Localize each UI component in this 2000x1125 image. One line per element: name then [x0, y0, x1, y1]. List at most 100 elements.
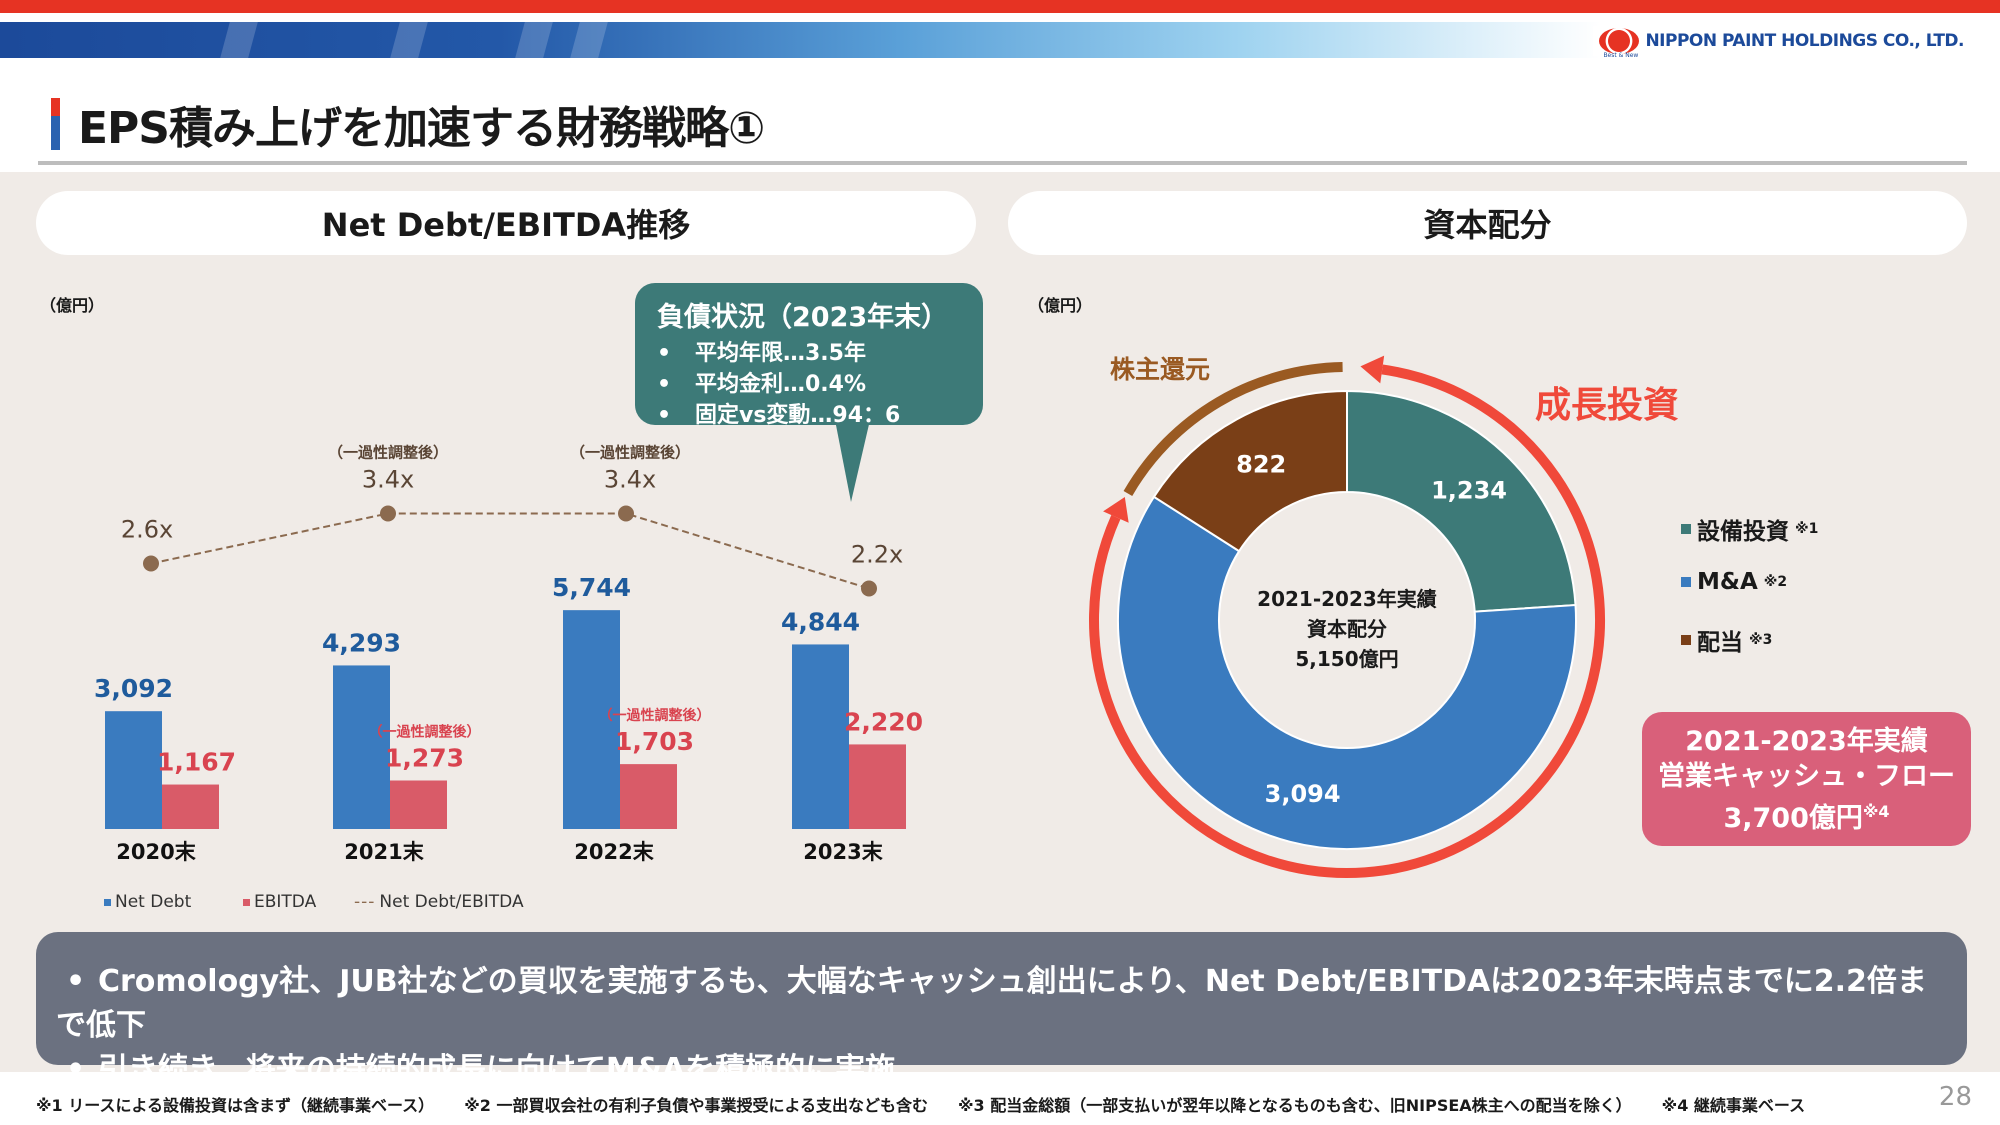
net-debt-value-label: 3,092 — [94, 674, 173, 703]
ebitda-note-label: （一過性調整後） — [369, 723, 481, 740]
footnotes: ※1 リースによる設備投資は含まず（継続事業ベース） ※2 一部買収会社の有利子… — [36, 1092, 1805, 1116]
operating-cashflow-box: 2021-2023年実績 営業キャッシュ・フロー 3,700億円※4 — [1642, 712, 1971, 846]
legend-swatch-icon — [104, 898, 111, 906]
content-area — [0, 172, 2000, 1072]
page-title: EPS積み上げを加速する財務戦略① — [78, 103, 765, 154]
ratio-line — [150, 512, 870, 590]
category-label: 2020末 — [116, 840, 196, 864]
arrowhead-icon — [1103, 496, 1129, 523]
legend-label: Net Debt — [115, 892, 192, 912]
cashflow-amount: 3,700億円 — [1723, 803, 1863, 834]
logo-tagline: Best & New — [1603, 52, 1639, 59]
legend-note: ※3 — [1749, 632, 1773, 648]
ebitda-value-label: 1,167 — [157, 748, 236, 777]
footnote: ※2 一部買収会社の有利子負債や事業授受による支出なども含む — [464, 1096, 928, 1115]
ratio-value-label: 3.4x — [604, 466, 656, 494]
center-line: 5,150億円 — [1295, 647, 1399, 671]
legend-swatch-icon — [1681, 635, 1691, 645]
cashflow-line: 営業キャッシュ・フロー — [1658, 761, 1955, 792]
legend-note: ※2 — [1763, 574, 1788, 590]
ebitda-bar — [162, 784, 219, 829]
logo-mark-icon — [1599, 28, 1640, 54]
cashflow-line: 2021-2023年実績 — [1685, 726, 1928, 757]
net-debt-bar — [563, 610, 620, 829]
legend-label: 配当 — [1697, 630, 1743, 656]
debt-status-callout: 負債状況（2023年末） 平均年限…3.5年 平均金利…0.4% 固定vs変動…… — [635, 283, 983, 428]
left-unit-label: （億円） — [40, 296, 105, 315]
ebitda-bar — [390, 780, 447, 829]
ebitda-value-label: 1,703 — [615, 727, 694, 756]
net-debt-value-label: 5,744 — [552, 573, 631, 602]
donut-center-text: 2021-2023年実績 資本配分 5,150億円 — [1227, 584, 1467, 674]
slice-value-label: 822 — [1236, 450, 1286, 478]
ratio-point — [861, 580, 877, 597]
ratio-point — [618, 505, 634, 522]
ratio-point — [143, 555, 159, 572]
donut-slice — [1117, 495, 1577, 851]
legend-swatch-icon — [1681, 524, 1691, 534]
net-debt-bar — [792, 644, 849, 829]
legend-swatch-icon — [1681, 577, 1691, 587]
net-debt-value-label: 4,844 — [781, 607, 860, 636]
capital-allocation-donut: 1,234 3,094 822 — [1088, 355, 1605, 878]
top-accent-bar — [0, 0, 2000, 13]
legend-net-debt: Net Debt — [104, 892, 191, 912]
shareholder-return-label: 株主還元 — [1110, 355, 1211, 384]
net-debt-ebitda-chart: 3,092 1,167 2020末 4,293 1,273 （一過性調整後） 2021末 5,… — [94, 444, 923, 865]
net-debt-value-label: 4,293 — [322, 628, 401, 657]
right-panel-heading: 資本配分 — [1008, 191, 1967, 255]
summary-bullet: Cromology社、JUB社などの買収を実施するも、大幅なキャッシュ創出により… — [56, 960, 1947, 1048]
left-panel-heading: Net Debt/EBITDA推移 — [36, 191, 976, 255]
legend-capex: 設備投資 ※1 — [1681, 512, 1818, 546]
growth-investment-label: 成長投資 — [1535, 385, 1680, 426]
legend-label: Net Debt/EBITDA — [379, 892, 524, 912]
growth-investment-arc — [1088, 364, 1605, 878]
category-label: 2023末 — [803, 840, 883, 864]
legend-ma: M&A ※2 — [1681, 569, 1787, 595]
ebitda-value-label: 1,273 — [385, 743, 464, 772]
legend-ratio: --- Net Debt/EBITDA — [354, 892, 524, 912]
footnote: ※1 リースによる設備投資は含まず（継続事業ベース） — [36, 1096, 435, 1115]
shareholder-return-arc — [1123, 362, 1343, 497]
legend-note: ※1 — [1795, 521, 1819, 537]
slice-value-label: 1,234 — [1431, 477, 1507, 505]
category-label: 2022末 — [574, 840, 654, 864]
footnote: ※4 継続事業ベース — [1661, 1096, 1806, 1115]
callout-item: 平均年限…3.5年 — [657, 338, 961, 369]
page-number: 28 — [1938, 1082, 1972, 1112]
ratio-value-label: 2.2x — [851, 541, 903, 569]
ebitda-bar — [620, 764, 677, 829]
title-divider — [38, 161, 1967, 165]
ebitda-bar — [849, 744, 906, 829]
net-debt-bar — [105, 711, 162, 829]
dashed-line-icon: --- — [354, 892, 376, 912]
legend-swatch-icon — [243, 898, 250, 906]
footnote: ※3 配当金総額（一部支払いが翌年以降となるものも含む、旧NIPSEA株主への配… — [957, 1096, 1632, 1115]
ratio-note-label: （一過性調整後） — [328, 444, 448, 462]
legend-label: 設備投資 — [1697, 519, 1789, 545]
center-line: 2021-2023年実績 — [1257, 587, 1437, 611]
company-name: NIPPON PAINT HOLDINGS CO., LTD. — [1645, 31, 1964, 51]
donut-slice — [1346, 389, 1577, 613]
callout-tail — [835, 420, 870, 502]
ratio-point — [380, 505, 396, 522]
legend-dividend: 配当 ※3 — [1681, 623, 1772, 657]
callout-item: 平均金利…0.4% — [657, 369, 961, 400]
title-accent — [51, 98, 60, 150]
callout-title: 負債状況（2023年末） — [657, 302, 949, 333]
legend-ebitda: EBITDA — [243, 892, 316, 912]
right-unit-label: （億円） — [1028, 296, 1093, 315]
summary-bullet: 引き続き、将来の持続的成長に向けてM&Aを積極的に実施 — [56, 1048, 1947, 1092]
ebitda-value-label: 2,220 — [844, 707, 923, 736]
center-line: 資本配分 — [1307, 617, 1387, 641]
arrowhead-icon — [1360, 355, 1385, 384]
ratio-value-label: 2.6x — [121, 516, 173, 544]
ratio-value-label: 3.4x — [362, 466, 414, 494]
summary-box: Cromology社、JUB社などの買収を実施するも、大幅なキャッシュ創出により… — [36, 932, 1967, 1087]
category-label: 2021末 — [344, 840, 424, 864]
callout-item: 固定vs変動…94：6 — [657, 400, 961, 431]
company-logo: NIPPON PAINT HOLDINGS CO., LTD. Best & N… — [1593, 26, 1970, 59]
ratio-note-label: （一過性調整後） — [570, 444, 690, 462]
ebitda-note-label: （一過性調整後） — [599, 707, 711, 724]
